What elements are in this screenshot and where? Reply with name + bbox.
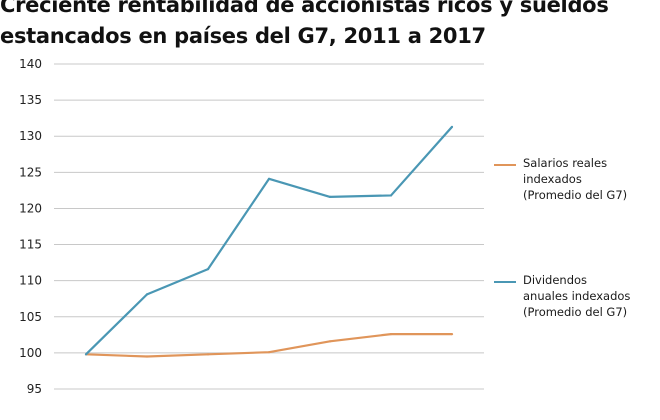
legend-swatch-salarios <box>494 164 516 166</box>
legend-label-dividendos-line-3: (Promedio del G7) <box>523 305 628 319</box>
data-point-salarios-3 <box>267 351 271 354</box>
y-tick-label-120: 120 <box>19 201 42 215</box>
y-axis-ticks: 95 100 105 110 115 120 125 130 135 140 <box>19 57 42 396</box>
legend-item-salarios: Salarios reales indexados (Promedio del … <box>494 155 627 203</box>
chart-title-line-1: Creciente rentabilidad de accionistas ri… <box>0 0 609 17</box>
legend-label-salarios-line-1: Salarios reales <box>523 156 608 170</box>
y-tick-label-130: 130 <box>19 129 42 143</box>
legend-label-salarios-line-2: indexados <box>523 172 582 186</box>
data-point-dividendos-6 <box>450 125 454 128</box>
y-tick-label-125: 125 <box>19 165 42 179</box>
data-point-salarios-4 <box>328 340 332 343</box>
legend-swatch-dividendos <box>494 281 516 283</box>
y-tick-label-105: 105 <box>19 310 42 324</box>
legend-label-salarios-line-3: (Promedio del G7) <box>523 188 628 202</box>
chart-title: Creciente rentabilidad de accionistas ri… <box>0 0 640 52</box>
legend-item-dividendos: Dividendos anuales indexados (Promedio d… <box>494 272 630 320</box>
y-tick-label-110: 110 <box>19 274 42 288</box>
data-point-dividendos-0 <box>84 353 88 356</box>
data-point-dividendos-5 <box>389 194 393 197</box>
legend-label-dividendos-line-1: Dividendos <box>523 273 588 287</box>
data-point-salarios-5 <box>389 333 393 336</box>
data-point-dividendos-4 <box>328 195 332 198</box>
data-point-dividendos-2 <box>206 268 210 271</box>
y-tick-label-140: 140 <box>19 57 42 71</box>
y-tick-label-100: 100 <box>19 346 42 360</box>
y-tick-label-135: 135 <box>19 93 42 107</box>
y-tick-label-115: 115 <box>19 238 42 252</box>
data-point-dividendos-3 <box>267 177 271 180</box>
data-point-salarios-1 <box>145 355 149 358</box>
gridlines <box>54 63 484 390</box>
data-point-salarios-6 <box>450 333 454 336</box>
series-lines <box>84 125 454 358</box>
y-tick-label-95: 95 <box>27 382 42 396</box>
series-line-dividendos <box>85 126 453 356</box>
legend-label-dividendos-line-2: anuales indexados <box>523 289 631 303</box>
data-point-salarios-2 <box>206 353 210 356</box>
data-point-dividendos-1 <box>145 293 149 296</box>
chart-title-line-2: estancados en países del G7, 2011 a 2017 <box>0 24 486 48</box>
